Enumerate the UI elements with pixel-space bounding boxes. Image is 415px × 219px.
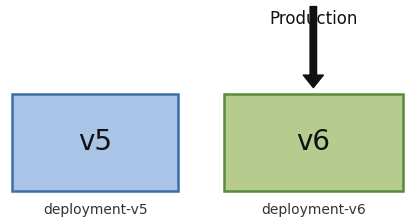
Text: v5: v5: [78, 128, 112, 156]
Text: deployment-v6: deployment-v6: [261, 203, 366, 217]
Text: Production: Production: [269, 10, 357, 28]
Bar: [12, 94, 178, 191]
Text: deployment-v5: deployment-v5: [43, 203, 148, 217]
Bar: [224, 94, 403, 191]
Text: v6: v6: [296, 128, 330, 156]
